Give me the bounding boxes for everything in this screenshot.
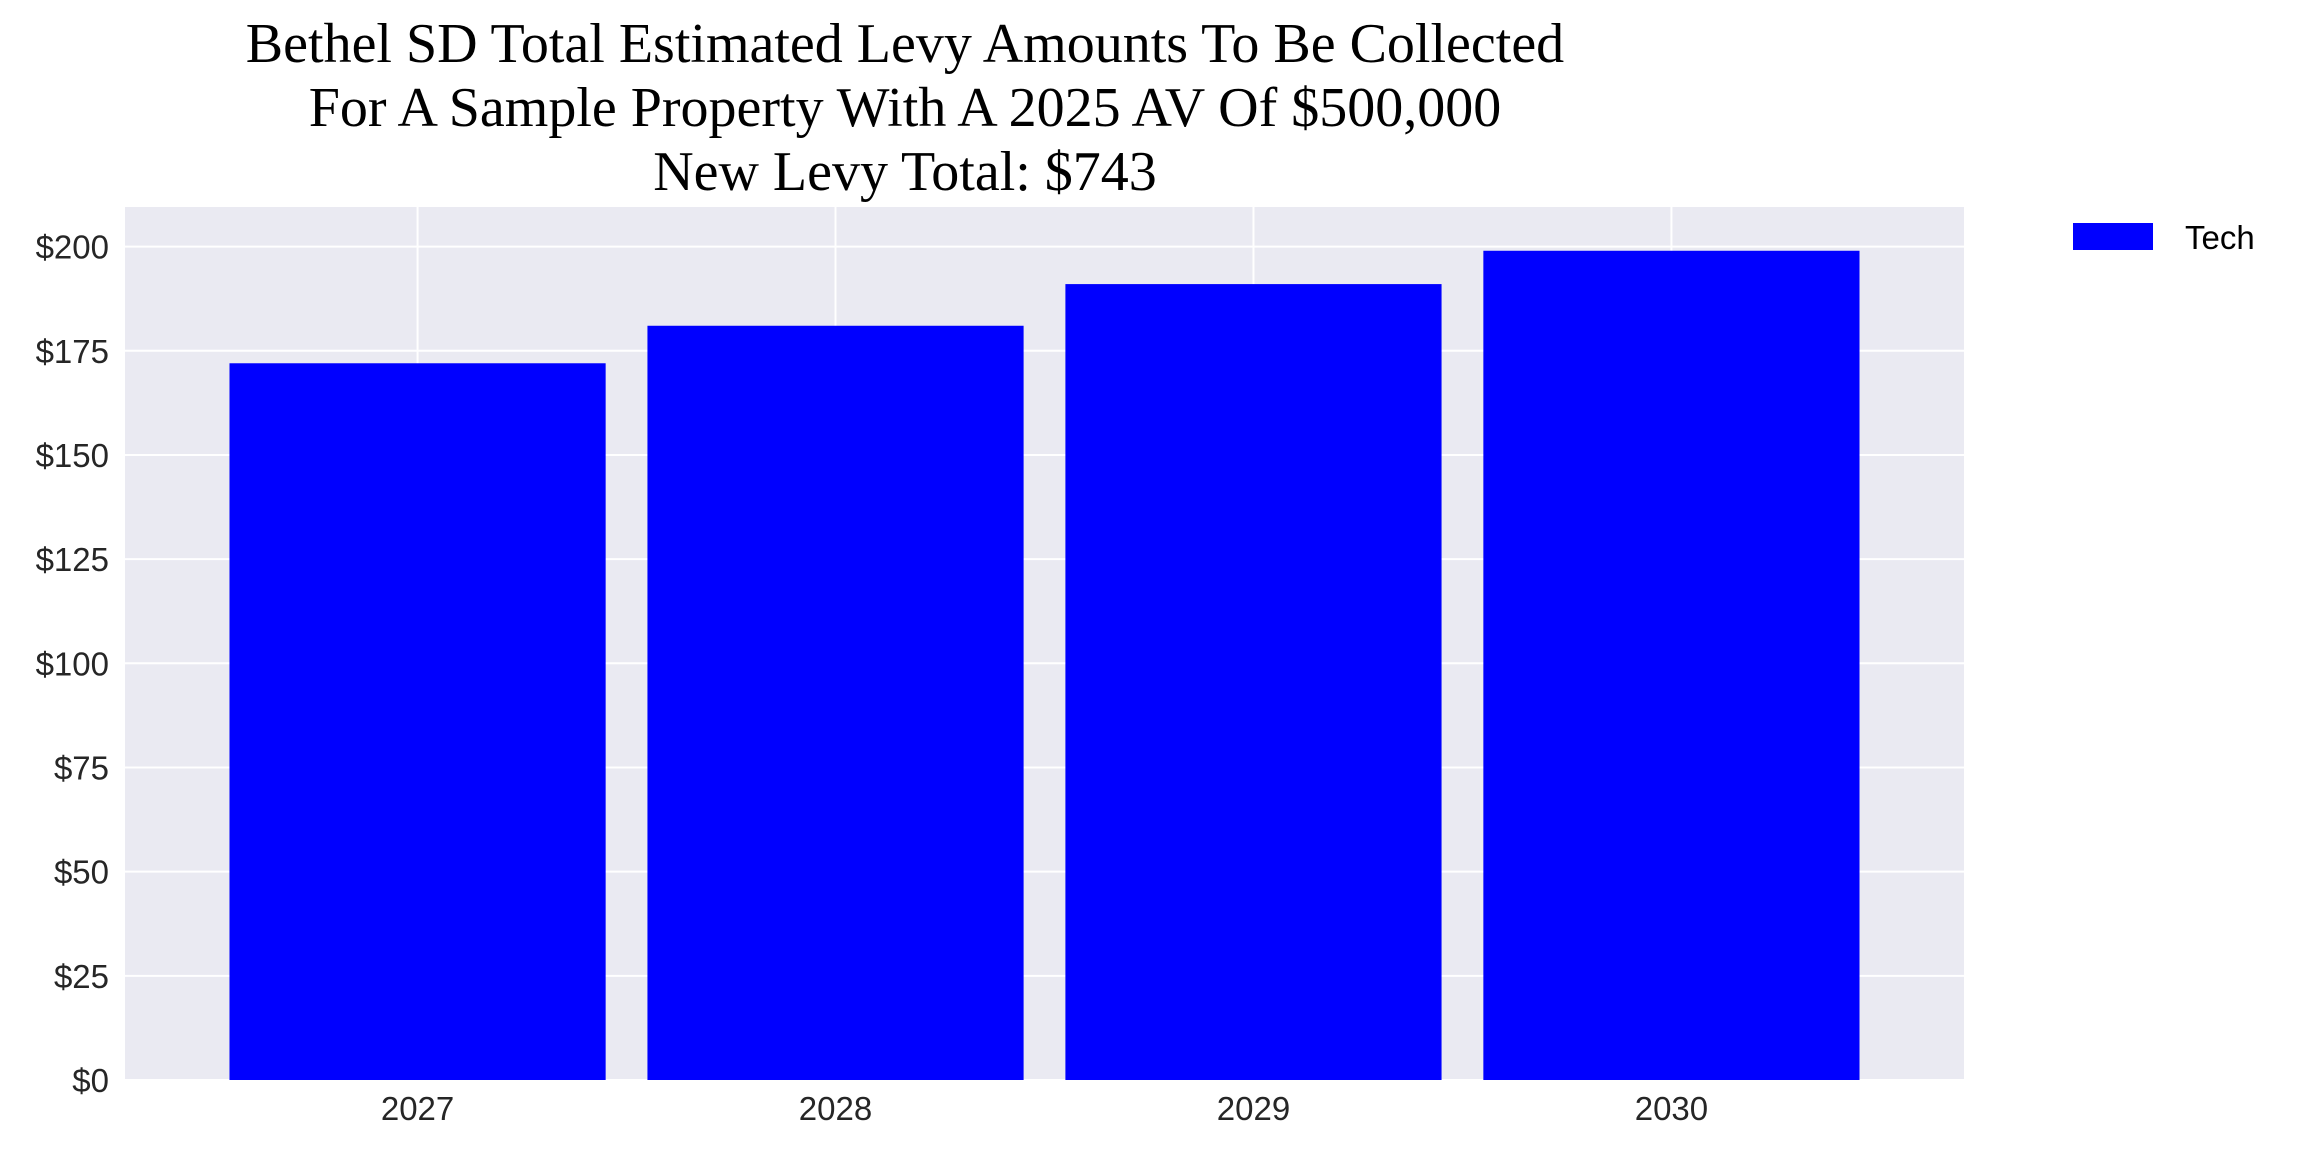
bar-2029: [1065, 284, 1442, 1080]
y-tick-label: $200: [36, 229, 109, 266]
title-line-1: Bethel SD Total Estimated Levy Amounts T…: [245, 13, 1565, 75]
x-tick-label: 2028: [799, 1090, 872, 1127]
chart-title: Bethel SD Total Estimated Levy Amounts T…: [0, 12, 1810, 204]
y-tick-label: $50: [54, 854, 109, 891]
bar-2027: [229, 363, 606, 1081]
x-tick-label: 2027: [381, 1090, 454, 1127]
y-tick-label: $100: [36, 645, 109, 682]
y-tick-label: $125: [36, 541, 109, 578]
legend-patch-tech: [2073, 223, 2153, 250]
x-tick-label: 2029: [1217, 1090, 1290, 1127]
x-ticks: 2027 2028 2029 2030: [381, 1090, 1708, 1127]
y-tick-label: $25: [54, 958, 109, 995]
y-tick-label: $175: [36, 333, 109, 370]
y-tick-label: $150: [36, 437, 109, 474]
bar-2030: [1483, 250, 1860, 1081]
title-line-3: New Levy Total: $743: [653, 141, 1157, 203]
y-tick-label: $75: [54, 749, 109, 786]
legend-label-tech: Tech: [2185, 219, 2255, 256]
y-ticks: $0 $25 $50 $75 $100 $125 $150 $175 $200: [36, 229, 109, 1099]
bar-2028: [647, 325, 1024, 1080]
y-tick-label: $0: [72, 1062, 109, 1099]
title-line-2: For A Sample Property With A 2025 AV Of …: [308, 77, 1502, 139]
legend: Tech: [2073, 219, 2255, 256]
x-tick-label: 2030: [1635, 1090, 1708, 1127]
bars: [229, 250, 1860, 1081]
